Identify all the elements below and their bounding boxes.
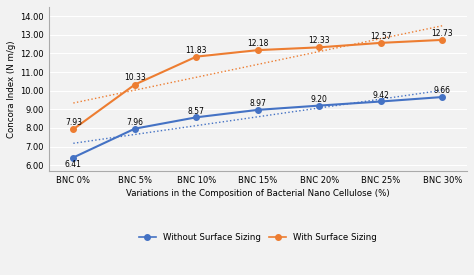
X-axis label: Variations in the Composition of Bacterial Nano Cellulose (%): Variations in the Composition of Bacteri… <box>126 189 390 198</box>
Text: 12.57: 12.57 <box>370 32 392 41</box>
Text: 12.73: 12.73 <box>432 29 453 38</box>
Text: 12.33: 12.33 <box>309 36 330 45</box>
Text: 9.20: 9.20 <box>311 95 328 104</box>
Y-axis label: Concora Index (N m/g): Concora Index (N m/g) <box>7 40 16 138</box>
Text: 8.97: 8.97 <box>249 99 266 108</box>
Text: 11.83: 11.83 <box>186 46 207 54</box>
Text: 12.18: 12.18 <box>247 39 269 48</box>
Text: 7.96: 7.96 <box>127 118 143 127</box>
Text: 6.41: 6.41 <box>65 160 82 169</box>
Text: 9.42: 9.42 <box>373 91 389 100</box>
Text: 8.57: 8.57 <box>188 107 205 116</box>
Legend: Without Surface Sizing, With Surface Sizing: Without Surface Sizing, With Surface Siz… <box>135 229 381 245</box>
Text: 7.93: 7.93 <box>65 118 82 127</box>
Text: 9.66: 9.66 <box>434 86 451 95</box>
Text: 10.33: 10.33 <box>124 73 146 82</box>
